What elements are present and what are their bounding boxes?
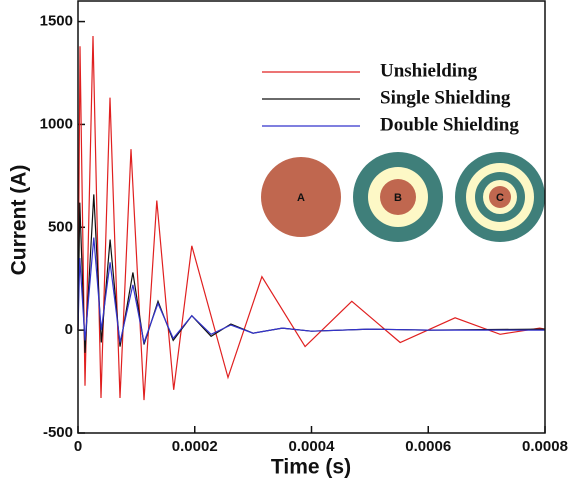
annotation: C: [496, 192, 504, 204]
y-tick-label: 1500: [40, 13, 73, 30]
legend-label: Single Shielding: [380, 87, 511, 108]
x-tick-label: 0.0008: [522, 438, 568, 455]
series-line: [77, 237, 545, 345]
legend-label: Unshielding: [380, 60, 478, 81]
annotation: B: [394, 192, 402, 204]
cross-sections: [261, 152, 545, 242]
plot-frame: [77, 0, 546, 434]
y-tick-label: 1000: [40, 115, 73, 132]
y-tick-label: 0: [65, 321, 73, 338]
x-tick-label: 0: [74, 438, 82, 455]
y-axis-label: Current (A): [8, 165, 31, 276]
series-line: [77, 35, 546, 401]
x-tick-label: 0.0004: [289, 438, 336, 455]
section-c-core: [489, 186, 511, 208]
section-a: [261, 157, 341, 237]
legend-label: Double Shielding: [380, 114, 519, 135]
x-tick-label: 0.0002: [172, 438, 218, 455]
y-tick-label: -500: [43, 424, 73, 441]
x-tick-label: 0.0006: [405, 438, 451, 455]
annotation: A: [297, 192, 305, 204]
section-b-core: [380, 179, 416, 215]
y-tick-label: 500: [48, 218, 73, 235]
x-axis-label: Time (s): [271, 456, 351, 479]
